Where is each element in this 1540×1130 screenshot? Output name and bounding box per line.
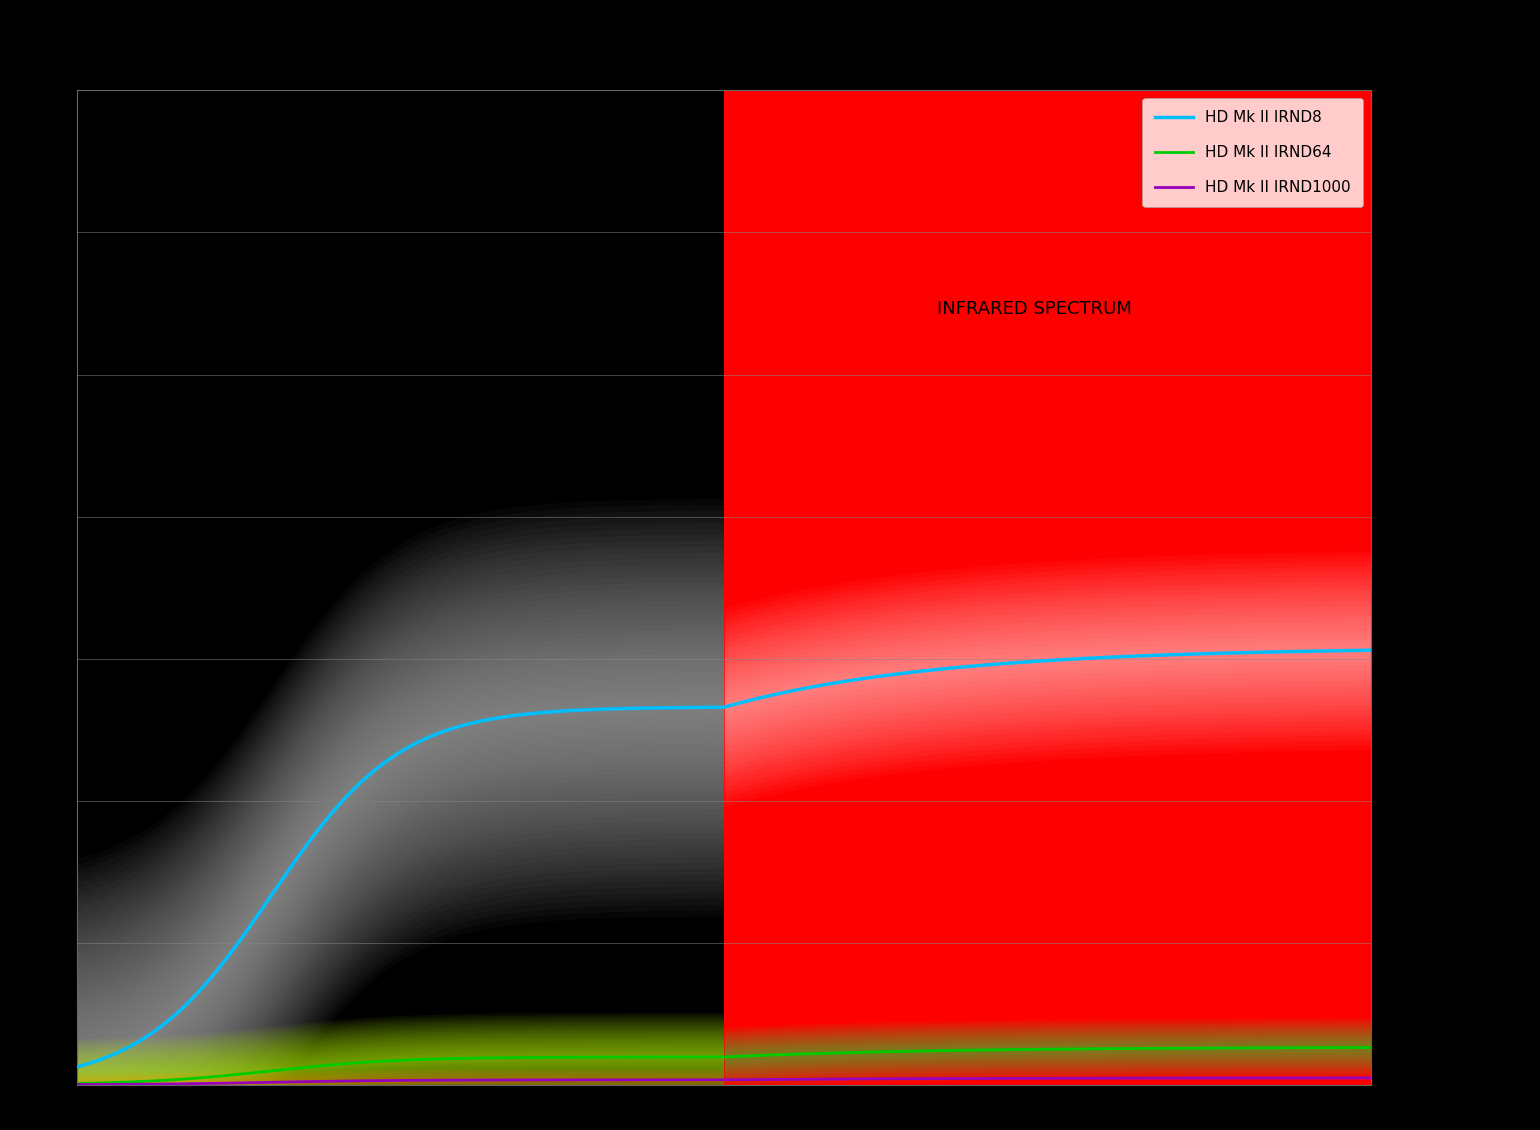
HD Mk II IRND1000 <box>1323 1071 1341 1085</box>
HD Mk II IRND1000 <box>696 1074 715 1087</box>
Bar <box>724 90 1371 1085</box>
HD Mk II IRND64 <box>662 1050 681 1063</box>
HD Mk II IRND8 <box>134 1032 152 1045</box>
HD Mk II IRND64 <box>134 1075 152 1088</box>
HD Mk II IRND1000 <box>68 1078 86 1092</box>
HD Mk II IRND8 <box>68 1060 86 1073</box>
HD Mk II IRND1000 <box>1086 1071 1104 1085</box>
HD Mk II IRND1000 <box>1361 1071 1380 1085</box>
HD Mk II IRND1000 <box>1324 1071 1343 1085</box>
HD Mk II IRND8 <box>696 701 715 714</box>
HD Mk II IRND1000 <box>134 1077 152 1090</box>
Line: HD Mk II IRND8: HD Mk II IRND8 <box>77 650 1371 1067</box>
HD Mk II IRND64 <box>1324 1041 1343 1054</box>
HD Mk II IRND64 <box>68 1077 86 1090</box>
HD Mk II IRND8 <box>1323 644 1341 658</box>
HD Mk II IRND64 <box>1323 1041 1341 1054</box>
HD Mk II IRND64 <box>1086 1042 1104 1055</box>
HD Mk II IRND1000 <box>662 1074 681 1087</box>
HD Mk II IRND8 <box>662 701 681 714</box>
HD Mk II IRND64 <box>1361 1041 1380 1054</box>
Legend: HD Mk II IRND8, HD Mk II IRND64, HD Mk II IRND1000: HD Mk II IRND8, HD Mk II IRND64, HD Mk I… <box>1143 98 1363 207</box>
Line: HD Mk II IRND1000: HD Mk II IRND1000 <box>77 1078 1371 1085</box>
HD Mk II IRND8 <box>1361 643 1380 657</box>
HD Mk II IRND8 <box>1324 644 1343 658</box>
Line: HD Mk II IRND64: HD Mk II IRND64 <box>77 1048 1371 1084</box>
Text: INFRARED SPECTRUM: INFRARED SPECTRUM <box>936 301 1132 319</box>
HD Mk II IRND64 <box>696 1050 715 1063</box>
HD Mk II IRND8 <box>1086 651 1104 664</box>
